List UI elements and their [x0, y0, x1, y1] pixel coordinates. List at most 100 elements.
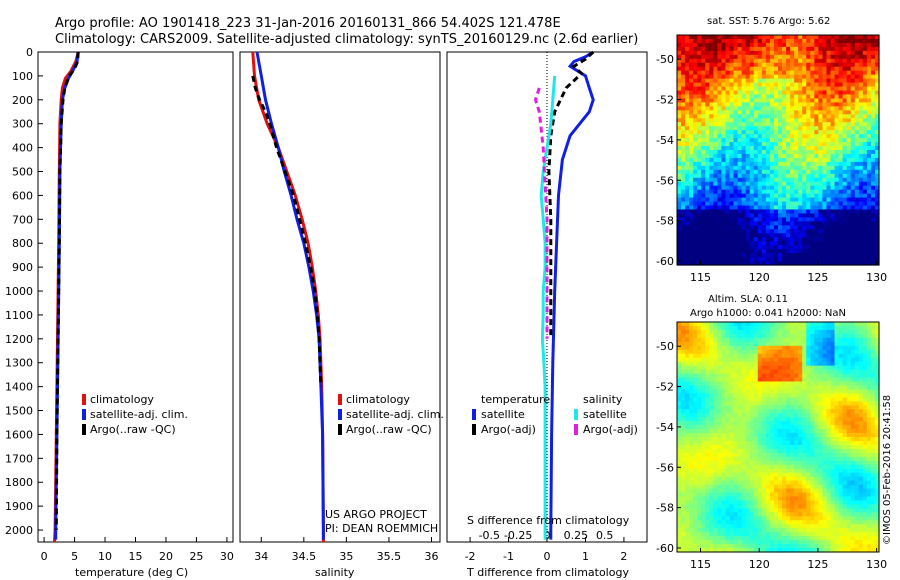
map-cell [842, 217, 848, 222]
map-cell [786, 516, 791, 521]
map-cell [822, 90, 828, 96]
map-cell [721, 126, 727, 131]
map-cell [729, 472, 735, 478]
map-cell [737, 401, 743, 406]
map-cell [778, 78, 783, 84]
map-cell [850, 62, 856, 68]
map-cell [822, 106, 828, 111]
map-cell [705, 35, 710, 40]
map-cell [749, 46, 755, 52]
depth-tick-label: 900 [12, 261, 33, 274]
map-cell [689, 253, 694, 258]
map-cell [830, 38, 836, 44]
map-cell [790, 122, 795, 127]
map-cell [733, 468, 739, 474]
map-cell [717, 329, 723, 335]
map-cell [689, 142, 694, 147]
map-cell [753, 90, 759, 96]
map-cell [745, 78, 751, 84]
map-cell [838, 58, 844, 64]
map-cell [685, 74, 690, 80]
map-cell [765, 413, 771, 418]
map-cell [866, 42, 872, 48]
map-cell [834, 261, 840, 266]
map-cell [798, 472, 803, 478]
map-cell [757, 488, 763, 494]
map-cell [749, 197, 755, 203]
map-cell [850, 74, 856, 80]
map-cell [753, 508, 759, 513]
map-cell [753, 504, 759, 509]
map-cell [677, 528, 682, 533]
map-cell [846, 35, 852, 40]
map-cell [765, 528, 771, 533]
map-cell [737, 464, 743, 470]
map-cell [802, 193, 807, 199]
map-cell [681, 146, 686, 151]
depth-tick-label: 2000 [5, 524, 33, 537]
map-cell [741, 233, 747, 238]
map-cell [733, 102, 739, 107]
map-cell [745, 126, 751, 131]
map-cell [838, 78, 844, 84]
map-cell [717, 257, 723, 262]
map-cell [790, 440, 795, 446]
map-cell [681, 413, 686, 418]
map-cell [794, 425, 799, 430]
map-cell [749, 464, 755, 470]
map-cell [725, 42, 731, 48]
map-cell [757, 138, 763, 143]
map-cell [713, 492, 718, 498]
map-cell [701, 524, 706, 529]
map-cell [790, 456, 795, 462]
map-cell [786, 421, 791, 426]
map-cell [705, 540, 710, 545]
map-cell [874, 94, 880, 100]
map-cell [713, 536, 718, 541]
map-cell [693, 209, 698, 215]
map-cell [790, 126, 795, 131]
map-cell [705, 353, 710, 359]
map-cell [838, 122, 844, 127]
map-cell [729, 138, 735, 143]
map-cell [705, 405, 710, 410]
map-cell [685, 361, 690, 367]
map-cell [786, 165, 791, 171]
map-cell [753, 153, 759, 159]
map-cell [862, 221, 868, 226]
map-cell [705, 484, 710, 490]
map-cell [681, 237, 686, 242]
map-cell [858, 54, 864, 60]
map-cell [782, 381, 787, 387]
map-cell [826, 217, 832, 222]
map-cell [697, 173, 702, 179]
map-cell [874, 142, 880, 147]
map-cell [782, 157, 787, 163]
map-cell [721, 58, 727, 64]
map-cell [790, 464, 795, 470]
map-cell [814, 126, 819, 131]
map-cell [685, 82, 690, 88]
map-cell [693, 429, 698, 434]
map-cell [842, 197, 848, 203]
map-cell [874, 169, 880, 175]
map-cell [761, 78, 767, 84]
map-cell [705, 528, 710, 533]
map-cell [798, 500, 803, 506]
map-cell [870, 153, 876, 159]
map-cell [818, 142, 824, 147]
map-cell [717, 102, 723, 107]
map-cell [725, 94, 731, 100]
map-cell [842, 142, 848, 147]
map-cell [721, 118, 727, 123]
map-cell [729, 46, 735, 52]
map-cell [786, 78, 791, 84]
map-cell [854, 253, 860, 258]
map-cell [814, 237, 819, 242]
map-cell [677, 365, 682, 371]
map-cell [761, 484, 767, 490]
map-cell [866, 106, 872, 111]
map-cell [677, 524, 682, 529]
map-cell [866, 157, 872, 163]
map-cell [862, 146, 868, 151]
